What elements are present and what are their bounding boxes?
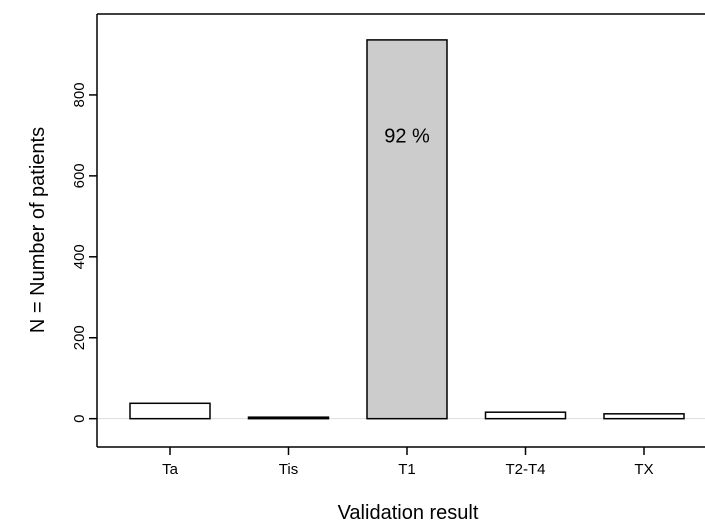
bar-ta [129,402,211,420]
bar-t2-t4 [484,411,567,420]
bar-tx [603,413,685,420]
x-tick-label-tx: TX [634,461,653,478]
y-axis-title: N = Number of patients [27,127,49,333]
y-tick-label-400: 400 [71,244,88,269]
x-tick-label-ta: Ta [162,461,179,478]
x-tick-label-t1: T1 [398,461,416,478]
bar-t1 [366,39,448,420]
x-axis-title: Validation result [338,502,479,524]
y-tick-label-0: 0 [71,415,88,423]
x-tick-label-tis: Tis [279,461,298,478]
y-tick-label-200: 200 [71,325,88,350]
bar-annotation-0: 92 % [384,126,430,148]
y-tick-label-800: 800 [71,82,88,107]
bar-tis [247,416,330,420]
x-tick-label-t2-t4: T2-T4 [505,461,545,478]
y-tick-label-600: 600 [71,163,88,188]
plot-area: 92 % 0 200 400 600 800 Ta Tis T1 T2-T4 TX [71,13,705,478]
